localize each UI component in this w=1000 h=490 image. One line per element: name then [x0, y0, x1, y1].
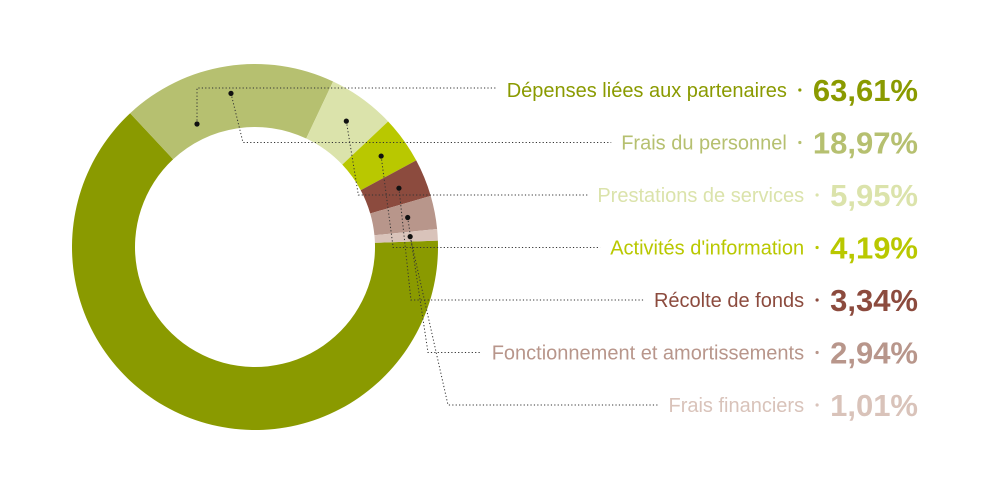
- leader-dot-recolte-de-fonds: [396, 185, 402, 191]
- leader-dot-prestations-de-services: [343, 118, 349, 124]
- separator-dot-fonctionnement-et-amortissements: [815, 350, 819, 355]
- separator-dot-depenses-liees-aux-partenaires: [798, 88, 802, 92]
- separator-dot-recolte-de-fonds: [815, 298, 819, 302]
- leader-dot-fonctionnement-et-amortissements: [405, 214, 411, 221]
- category-label-activites-d-information: Activités d'information: [610, 238, 804, 260]
- leader-line-prestations-de-services: [345, 121, 588, 196]
- leader-line-activites-d-information: [380, 156, 601, 248]
- category-label-fonctionnement-et-amortissements: Fonctionnement et amortissements: [492, 343, 804, 365]
- slice-recolte-de-fonds: [360, 160, 431, 214]
- leader-line-frais-financiers: [409, 236, 659, 406]
- value-label-frais-du-personnel: 18,97%: [813, 126, 918, 161]
- donut-slices: [71, 64, 438, 431]
- leader-dot-depenses-liees-aux-partenaires: [194, 121, 200, 127]
- value-label-activites-d-information: 4,19%: [830, 231, 918, 266]
- category-label-prestations-de-services: Prestations de services: [597, 185, 804, 207]
- value-label-depenses-liees-aux-partenaires: 63,61%: [813, 73, 918, 108]
- value-label-recolte-de-fonds: 3,34%: [830, 283, 918, 318]
- leader-dot-frais-financiers: [407, 234, 413, 240]
- slice-fonctionnement-et-amortissements: [370, 195, 438, 236]
- category-label-recolte-de-fonds: Récolte de fonds: [654, 290, 804, 312]
- category-label-depenses-liees-aux-partenaires: Dépenses liées aux partenaires: [507, 80, 787, 102]
- leader-line-depenses-liees-aux-partenaires: [196, 87, 497, 124]
- leader-dot-activites-d-information: [378, 153, 384, 159]
- leader-lines: [194, 87, 659, 406]
- separator-dot-frais-financiers: [815, 403, 819, 407]
- value-label-prestations-de-services: 5,95%: [830, 178, 918, 213]
- separator-dot-activites-d-information: [815, 245, 819, 250]
- legend-labels: 63,61% Dépenses liées aux partenaires 18,9…: [492, 73, 918, 423]
- slice-frais-du-personnel: [130, 64, 334, 160]
- leader-dot-frais-du-personnel: [228, 90, 234, 96]
- value-label-fonctionnement-et-amortissements: 2,94%: [830, 336, 918, 371]
- category-label-frais-financiers: Frais financiers: [668, 395, 804, 417]
- value-label-frais-financiers: 1,01%: [830, 388, 918, 423]
- leader-line-frais-du-personnel: [230, 93, 612, 143]
- separator-dot-frais-du-personnel: [798, 140, 802, 145]
- separator-dot-prestations-de-services: [815, 193, 819, 197]
- slice-depenses-liees-aux-partenaires: [71, 113, 438, 431]
- category-label-frais-du-personnel: Frais du personnel: [621, 133, 787, 155]
- leader-line-fonctionnement-et-amortissements: [407, 217, 482, 353]
- leader-line-recolte-de-fonds: [398, 188, 644, 301]
- slice-frais-financiers: [374, 229, 438, 243]
